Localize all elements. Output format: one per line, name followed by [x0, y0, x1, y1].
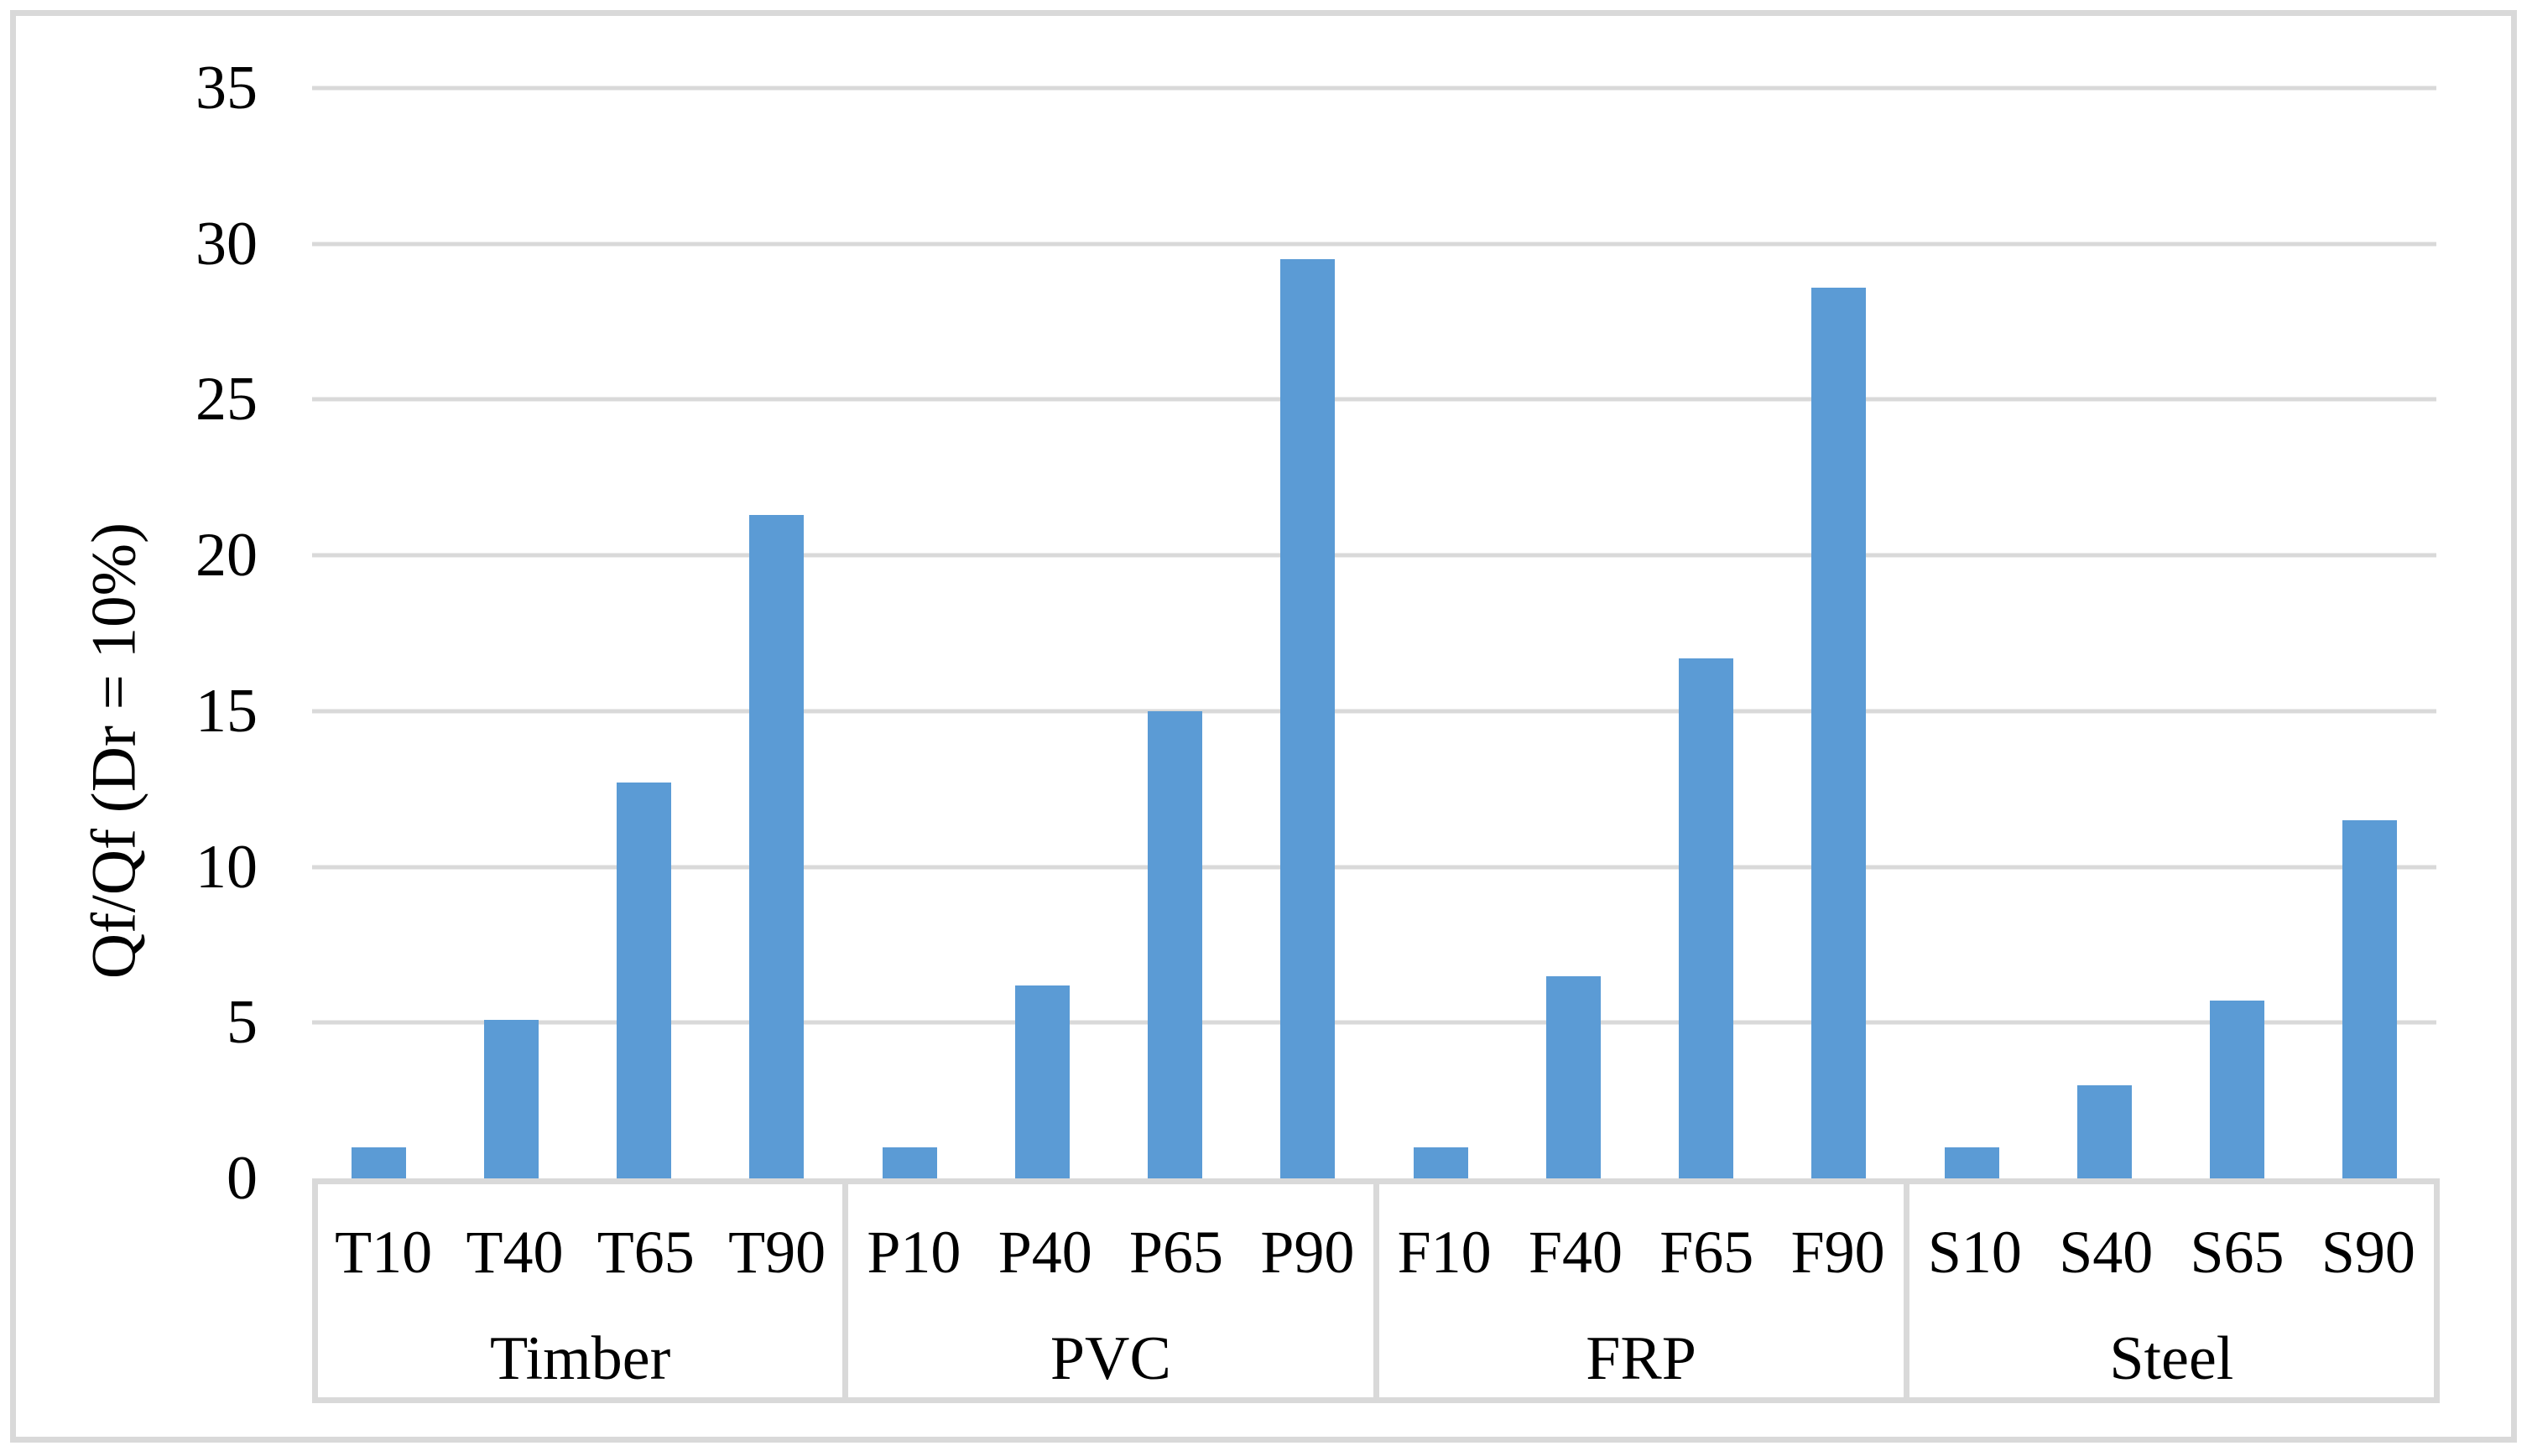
bar-slot-S10 — [1905, 88, 2038, 1178]
bar-slot-F90 — [1773, 88, 1905, 1178]
y-tick-label-15: 15 — [195, 676, 258, 746]
group-cell-steel: S10 S40 S65 S90 Steel — [1909, 1184, 2434, 1397]
group-label-frp: FRP — [1586, 1323, 1696, 1393]
group-cell-timber: T10 T40 T65 T90 Timber — [318, 1184, 849, 1397]
group-label-timber: Timber — [490, 1323, 671, 1393]
bar-slot-P65 — [1109, 88, 1242, 1178]
bar-slot-P10 — [843, 88, 976, 1178]
gridline-20 — [312, 553, 2436, 558]
bar-slot-T40 — [445, 88, 577, 1178]
bar-P90 — [1280, 259, 1336, 1178]
bar-slot-F65 — [1640, 88, 1773, 1178]
bar-slot-T65 — [578, 88, 711, 1178]
bar-F40 — [1545, 975, 1601, 1178]
category-label-F65: F65 — [1659, 1218, 1754, 1286]
bar-T65 — [617, 783, 672, 1178]
y-tick-label-35: 35 — [195, 54, 258, 122]
group-label-pvc: PVC — [1050, 1323, 1171, 1393]
category-label-T90: T90 — [728, 1218, 826, 1286]
group-cell-pvc: P10 P40 P65 P90 PVC — [848, 1184, 1379, 1397]
category-label-P10: P10 — [867, 1218, 961, 1286]
plot-area — [312, 86, 2436, 1178]
bar-P65 — [1148, 710, 1203, 1178]
category-label-F10: F10 — [1397, 1218, 1492, 1286]
category-label-row: T10 T40 T65 T90 — [318, 1184, 842, 1320]
gridline-10 — [312, 865, 2436, 870]
bar-slot-S65 — [2171, 88, 2304, 1178]
category-label-P90: P90 — [1260, 1218, 1355, 1286]
category-label-S10: S10 — [1927, 1218, 2022, 1286]
bar-F90 — [1811, 287, 1867, 1178]
group-label-steel: Steel — [2109, 1323, 2234, 1393]
gridline-35 — [312, 86, 2436, 91]
bar-slot-P40 — [976, 88, 1108, 1178]
category-label-T10: T10 — [335, 1218, 433, 1286]
category-label-P40: P40 — [998, 1218, 1092, 1286]
bar-slot-F10 — [1374, 88, 1507, 1178]
gridline-15 — [312, 709, 2436, 714]
y-tick-label-0: 0 — [227, 1144, 258, 1213]
bar-slot-T10 — [312, 88, 445, 1178]
figure-border — [10, 10, 2517, 1443]
bar-T10 — [351, 1147, 406, 1178]
y-tick-label-5: 5 — [227, 988, 258, 1058]
category-label-S90: S90 — [2321, 1218, 2415, 1286]
category-label-T40: T40 — [466, 1218, 564, 1286]
bar-series — [312, 88, 2436, 1178]
bar-S10 — [1944, 1147, 1999, 1178]
gridline-30 — [312, 242, 2436, 247]
category-label-S65: S65 — [2190, 1218, 2285, 1286]
bar-P40 — [1014, 985, 1070, 1178]
category-label-F90: F90 — [1790, 1218, 1885, 1286]
group-cell-frp: F10 F40 F65 F90 FRP — [1379, 1184, 1909, 1397]
y-tick-label-20: 20 — [195, 521, 258, 590]
bar-slot-S90 — [2304, 88, 2436, 1178]
category-label-T65: T65 — [597, 1218, 695, 1286]
y-tick-label-25: 25 — [195, 365, 258, 434]
bar-S65 — [2210, 1001, 2265, 1178]
bar-T90 — [749, 514, 805, 1178]
bar-slot-P90 — [1242, 88, 1374, 1178]
category-axis-box: T10 T40 T65 T90 Timber P10 P40 P65 P90 PVC F10 F40 F… — [312, 1178, 2440, 1403]
bar-F65 — [1679, 658, 1734, 1178]
category-label-P65: P65 — [1129, 1218, 1224, 1286]
category-label-row: P10 P40 P65 P90 — [848, 1184, 1373, 1320]
gridline-25 — [312, 397, 2436, 402]
category-label-F40: F40 — [1528, 1218, 1623, 1286]
bar-slot-F40 — [1507, 88, 1639, 1178]
gridline-5 — [312, 1020, 2436, 1025]
bar-T40 — [483, 1019, 539, 1178]
bar-slot-T90 — [711, 88, 843, 1178]
category-label-row: S10 S40 S65 S90 — [1909, 1184, 2434, 1320]
bar-S40 — [2076, 1084, 2132, 1178]
bar-slot-S40 — [2038, 88, 2170, 1178]
y-tick-label-30: 30 — [195, 209, 258, 278]
bar-F10 — [1413, 1147, 1468, 1178]
y-axis-tick-labels: 0 5 10 15 20 25 30 35 — [0, 57, 258, 1209]
category-label-S40: S40 — [2059, 1218, 2154, 1286]
bar-S90 — [2342, 819, 2398, 1178]
category-label-row: F10 F40 F65 F90 — [1379, 1184, 1904, 1320]
bar-P10 — [882, 1147, 937, 1178]
y-tick-label-10: 10 — [195, 832, 258, 902]
